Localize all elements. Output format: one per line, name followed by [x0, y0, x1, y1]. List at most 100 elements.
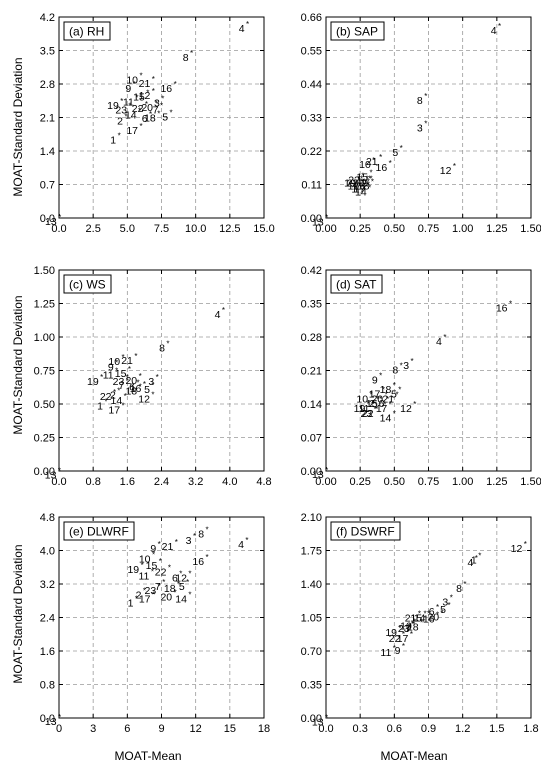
- point-marker: *: [124, 113, 127, 122]
- y-tick-label: 0.33: [301, 113, 322, 125]
- point-marker: *: [152, 551, 155, 560]
- point-label: 15: [115, 368, 127, 380]
- x-tick-label: 1.6: [120, 476, 135, 488]
- point-dswrf-19: *19: [385, 624, 401, 639]
- point-label: 12: [511, 543, 523, 555]
- point-sap-18: *18: [358, 177, 374, 192]
- point-label: 11: [123, 96, 134, 108]
- point-marker: *: [156, 373, 159, 382]
- point-dlwrf-6: *6: [172, 570, 182, 585]
- point-sap-22: *22: [348, 171, 364, 186]
- point-marker: *: [420, 618, 423, 627]
- point-marker: *: [424, 92, 427, 101]
- point-dlwrf-21: *21: [162, 538, 178, 553]
- point-rh-22: *22: [132, 100, 148, 115]
- point-dswrf-13: *13: [312, 714, 328, 729]
- point-marker: *: [134, 352, 137, 361]
- point-sat-3: *3: [403, 357, 413, 372]
- point-label: 11: [103, 370, 114, 382]
- point-marker: *: [166, 340, 169, 349]
- point-marker: *: [498, 22, 501, 31]
- point-marker: *: [376, 395, 379, 404]
- point-dswrf-21: *21: [405, 610, 421, 625]
- point-ws-2: *2: [110, 387, 120, 402]
- point-label: 9: [372, 374, 378, 386]
- point-label: 12: [138, 394, 150, 406]
- point-sat-21: *21: [382, 390, 398, 405]
- point-label: 15: [146, 560, 158, 572]
- point-marker: *: [133, 80, 136, 89]
- point-label: 23: [145, 585, 157, 597]
- y-tick-label: 0.8: [40, 680, 55, 692]
- point-ws-13: *13: [45, 466, 61, 481]
- point-marker: *: [443, 333, 446, 342]
- y-tick-label: 2.8: [40, 79, 55, 91]
- point-sat-10: *10: [356, 390, 372, 405]
- y-tick-label: 0.25: [34, 433, 55, 445]
- point-label: 11: [359, 403, 370, 415]
- x-tick-label: 0.00: [315, 476, 336, 488]
- point-sat-12: *12: [400, 400, 416, 415]
- point-label: 22: [100, 391, 112, 403]
- point-dswrf-9: *9: [395, 642, 405, 657]
- point-marker: *: [124, 392, 127, 401]
- point-marker: *: [152, 75, 155, 84]
- point-marker: *: [383, 400, 386, 409]
- point-dswrf-8: *8: [456, 580, 466, 595]
- point-marker: *: [186, 578, 189, 587]
- point-label: 21: [366, 156, 378, 168]
- point-label: 15: [356, 171, 368, 183]
- point-marker: *: [138, 106, 141, 115]
- point-dswrf-11: *11: [380, 644, 395, 659]
- point-marker: *: [168, 563, 171, 572]
- point-label: 1: [351, 184, 357, 196]
- point-marker: *: [58, 466, 61, 475]
- point-label: 14: [414, 613, 426, 625]
- y-tick-label: 0.07: [301, 433, 322, 445]
- point-label: 21: [121, 355, 133, 367]
- point-ws-15: *15: [115, 365, 131, 380]
- point-marker: *: [524, 540, 527, 549]
- point-dlwrf-13: *13: [45, 713, 61, 728]
- panel-title-box: [63, 274, 112, 294]
- point-marker: *: [360, 177, 363, 186]
- point-marker: *: [368, 184, 371, 193]
- point-dlwrf-12: *12: [175, 570, 191, 585]
- point-marker: *: [436, 611, 439, 620]
- panel-title-box: [63, 21, 111, 41]
- point-marker: *: [205, 526, 208, 535]
- point-marker: *: [363, 177, 366, 186]
- point-ws-22: *22: [100, 388, 116, 403]
- point-rh-12: *12: [139, 87, 155, 102]
- point-label: 11: [380, 647, 391, 659]
- point-ws-19: *19: [87, 373, 103, 388]
- point-marker: *: [367, 177, 370, 186]
- point-dlwrf-2: *2: [136, 586, 146, 601]
- point-dlwrf-19: *19: [127, 561, 143, 576]
- point-label: 16: [130, 383, 142, 395]
- point-label: 14: [125, 109, 137, 121]
- point-marker: *: [152, 590, 155, 599]
- point-rh-4: *4: [239, 20, 249, 35]
- x-tick-label: 15: [224, 723, 236, 735]
- point-marker: *: [325, 213, 328, 222]
- point-ws-7: *7: [118, 377, 128, 392]
- y-tick-label: 1.6: [40, 646, 55, 658]
- point-ws-14: *14: [111, 392, 127, 407]
- x-tick-label: 0.6: [387, 723, 402, 735]
- point-label: 7: [118, 380, 124, 392]
- point-rh-6: *6: [142, 110, 152, 125]
- point-sat-19: *19: [354, 400, 370, 415]
- point-label: 12: [175, 573, 187, 585]
- panel-title-text: (b) SAP: [336, 25, 378, 39]
- point-sap-15: *15: [356, 168, 372, 183]
- point-marker: *: [157, 110, 160, 119]
- x-tick-label: 4.8: [256, 476, 271, 488]
- point-marker: *: [371, 177, 374, 186]
- point-marker: *: [396, 390, 399, 399]
- x-tick-label: 1.50: [520, 223, 541, 235]
- point-sap-23: *23: [347, 174, 363, 189]
- point-label: 5: [179, 581, 185, 593]
- point-marker: *: [372, 156, 375, 165]
- point-marker: *: [128, 365, 131, 374]
